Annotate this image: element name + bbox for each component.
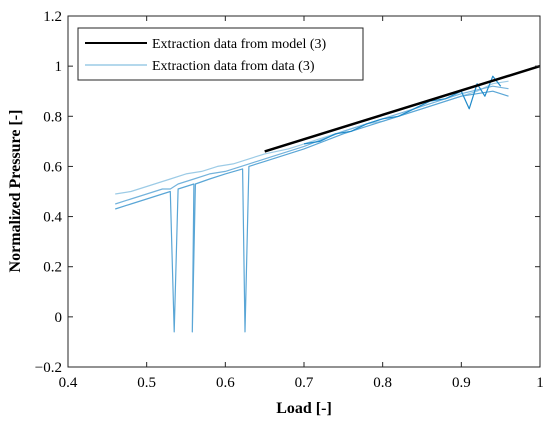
series-line-data-2 [115, 85, 509, 205]
x-tick-label: 0.8 [373, 375, 392, 391]
y-tick-label: 0.4 [43, 210, 62, 226]
x-tick-label: 0.7 [295, 375, 314, 391]
x-tick-label: 0.5 [137, 375, 156, 391]
ticks-layer: 0.4 0.5 0.6 0.7 0.8 0.9 1 −0.2 0 0.2 0.4 0.6 0.8 1 1.2 [35, 9, 544, 391]
y-tick-label: 0 [55, 310, 63, 326]
legend: Extraction data from model (3) Extractio… [77, 27, 364, 81]
y-tick-label: 0.2 [43, 260, 62, 276]
series-line-data-4 [303, 75, 502, 145]
x-tick-label: 0.4 [59, 375, 78, 391]
legend-box [77, 27, 364, 81]
y-tick-label: −0.2 [35, 360, 62, 376]
y-tick-label: 1.2 [43, 9, 62, 25]
y-tick-label: 0.8 [43, 109, 62, 125]
legend-label-model: Extraction data from model (3) [152, 37, 326, 52]
series-layer [115, 64, 541, 333]
y-axis-title: Normalized Pressure [-] [7, 110, 24, 273]
series-line-model [264, 64, 541, 153]
y-tick-label: 0.6 [43, 159, 62, 175]
x-axis-title: Load [-] [276, 400, 332, 417]
x-tick-label: 1 [536, 375, 544, 391]
x-tick-label: 0.6 [216, 375, 235, 391]
x-tick-label: 0.9 [452, 375, 471, 391]
y-tick-label: 1 [55, 59, 63, 75]
legend-label-data: Extraction data from data (3) [152, 59, 315, 74]
